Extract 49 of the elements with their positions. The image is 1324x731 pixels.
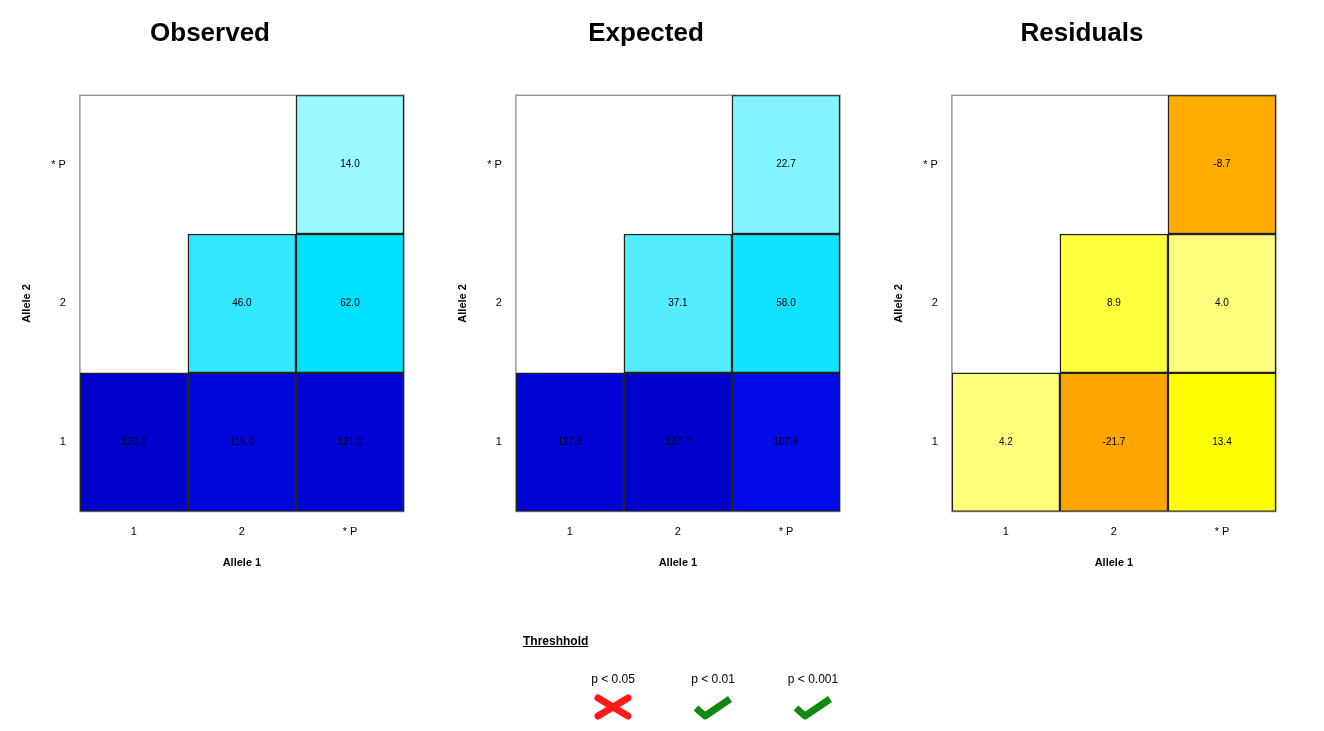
data-label: 4.0 — [1215, 297, 1230, 309]
data-label: 46.0 — [232, 297, 253, 309]
x-tick-label: * P — [778, 525, 794, 538]
data-label: 14.0 — [340, 158, 361, 170]
y-tick-label: 1 — [495, 435, 502, 448]
y-tick-label: 2 — [495, 296, 502, 309]
y-tick-label: * P — [923, 157, 938, 170]
x-tick-label: 2 — [674, 525, 681, 538]
data-label: 127.8 — [557, 435, 583, 447]
x-tick-label: * P — [1214, 525, 1230, 538]
data-label: 121.0 — [337, 435, 363, 447]
y-tick-label: * P — [487, 157, 502, 170]
y-axis-title: Allele 2 — [891, 284, 904, 323]
text: p < 0.01 — [691, 672, 735, 686]
x-axis-title: Allele 1 — [222, 556, 262, 569]
x-tick-label: * P — [342, 525, 358, 538]
x-tick-label: 1 — [566, 525, 573, 538]
x-axis-title: Allele 1 — [1094, 556, 1134, 569]
text: Threshhold — [523, 634, 590, 648]
text: p < 0.001 — [787, 672, 839, 686]
data-label: 58.0 — [776, 297, 797, 309]
y-tick-label: 1 — [59, 435, 66, 448]
x-tick-label: 2 — [238, 525, 245, 538]
y-axis-title: Allele 2 — [455, 284, 468, 323]
data-label: 62.0 — [340, 297, 361, 309]
data-label: -21.7 — [1102, 435, 1126, 447]
text: p < 0.05 — [591, 672, 635, 686]
data-label: 22.7 — [776, 158, 797, 170]
y-tick-label: 1 — [931, 435, 938, 448]
data-label: 107.6 — [773, 435, 799, 447]
y-axis-title: Allele 2 — [19, 284, 32, 323]
x-tick-label: 1 — [130, 525, 137, 538]
data-label: 4.2 — [998, 435, 1014, 447]
data-label: -8.7 — [1213, 158, 1232, 170]
data-label: 132.0 — [121, 435, 147, 447]
x-tick-label: 2 — [1110, 525, 1117, 538]
x-axis-title: Allele 1 — [658, 556, 698, 569]
chart-title: Observed — [150, 16, 270, 47]
chart-title: Expected — [588, 16, 704, 47]
chart-title: Residuals — [1020, 16, 1144, 47]
y-tick-label: * P — [51, 157, 66, 170]
data-label: 13.4 — [1212, 435, 1233, 447]
data-label: 37.1 — [668, 297, 689, 309]
data-label: 137.7 — [665, 435, 691, 447]
x-tick-label: 1 — [1002, 525, 1009, 538]
y-tick-label: 2 — [931, 296, 938, 309]
y-tick-label: 2 — [59, 296, 66, 309]
data-label: 8.9 — [1106, 297, 1122, 309]
data-label: 116.0 — [229, 435, 255, 447]
